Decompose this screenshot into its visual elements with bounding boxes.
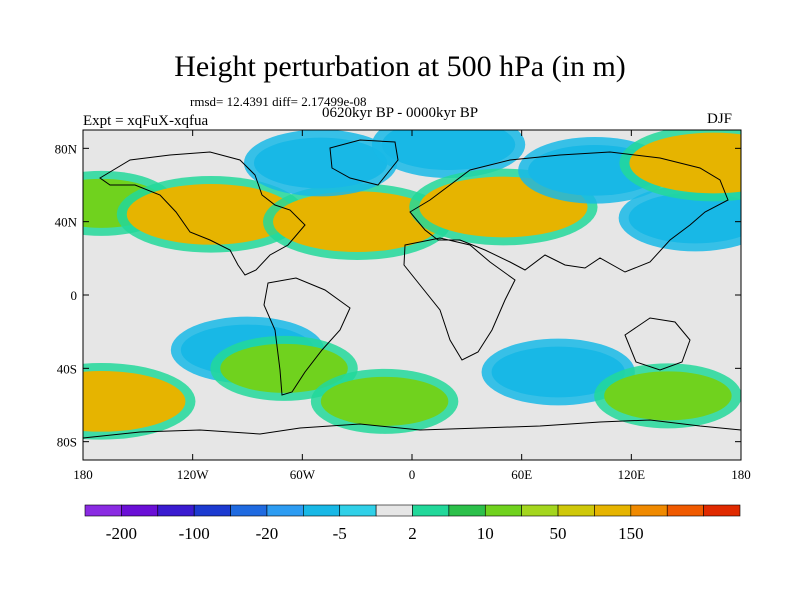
coastlines — [83, 139, 741, 439]
anomaly-region — [273, 191, 442, 253]
coastline-australia — [624, 317, 691, 371]
colorbar-swatch — [375, 504, 413, 517]
colorbar-label: 2 — [408, 524, 417, 543]
colorbar-swatch — [412, 504, 450, 517]
anomaly-region — [604, 371, 732, 421]
height-anomaly-field — [83, 130, 741, 460]
period-label: 0620kyr BP - 0000kyr BP — [322, 105, 479, 121]
colorbar-swatch — [193, 504, 231, 517]
anomaly-region — [381, 130, 516, 170]
y-tick-label: 40N — [55, 215, 78, 230]
colorbar-swatch — [594, 504, 632, 517]
y-tick-label: 80S — [57, 435, 77, 450]
colorbar-label: -5 — [333, 524, 347, 543]
colorbar-label: -200 — [106, 524, 137, 543]
colorbar-swatch — [230, 504, 268, 517]
colorbar-label: -20 — [256, 524, 279, 543]
anomaly-region — [491, 346, 625, 398]
colorbar-swatch — [339, 504, 377, 517]
y-tick-label: 80N — [55, 141, 78, 156]
x-tick-label: 180 — [731, 467, 751, 482]
colorbar-swatch — [157, 504, 195, 517]
colorbar-swatch — [448, 504, 486, 517]
colorbar-swatch — [557, 504, 595, 517]
anomaly-region — [628, 192, 741, 244]
plot-title: Height perturbation at 500 hPa (in m) — [174, 50, 626, 83]
colorbar-swatch — [484, 504, 522, 517]
season-label: DJF — [707, 111, 733, 127]
y-tick-label: 40S — [57, 361, 77, 376]
anomaly-region — [126, 184, 296, 245]
colorbar-label: 50 — [550, 524, 567, 543]
colorbar-swatch — [266, 504, 304, 517]
colorbar-swatch — [84, 504, 122, 517]
coastline-north-america — [99, 151, 306, 276]
coastline-greenland — [329, 139, 399, 186]
x-tick-label: 180 — [73, 467, 93, 482]
map-axes: 180 120W 60W 0 60E 120E 180 80N 40N 0 40S 80S — [55, 130, 751, 482]
colorbar-swatch — [521, 504, 559, 517]
y-tick-label: 0 — [71, 288, 78, 303]
colorbar-label: 10 — [477, 524, 494, 543]
anomaly-region — [253, 137, 388, 189]
colorbar: -200 -100 -20 -5 2 10 50 150 — [84, 504, 741, 543]
colorbar-label: -100 — [179, 524, 210, 543]
x-tick-label: 120E — [618, 467, 646, 482]
colorbar-label: 150 — [618, 524, 644, 543]
anomaly-region — [629, 132, 741, 194]
colorbar-swatch — [666, 504, 704, 517]
colorbar-swatch — [703, 504, 741, 517]
x-tick-label: 60E — [511, 467, 532, 482]
coastline-europe-asia — [409, 151, 729, 273]
coastline-antarctica — [83, 419, 741, 439]
coastline-africa — [403, 237, 516, 361]
experiment-label: Expt = xqFuX-xqfua — [83, 113, 209, 129]
colorbar-swatch — [303, 504, 341, 517]
anomaly-region — [83, 371, 186, 432]
colorbar-swatch — [121, 504, 159, 517]
colorbar-swatch — [630, 504, 668, 517]
anomaly-region — [320, 376, 449, 426]
coastline-south-america — [263, 277, 351, 396]
x-tick-label: 0 — [409, 467, 416, 482]
x-tick-label: 120W — [177, 467, 210, 482]
x-tick-label: 60W — [290, 467, 316, 482]
anomaly-region — [220, 343, 348, 393]
stats-text: rmsd= 12.4391 diff= 2.17499e-08 — [190, 94, 367, 109]
